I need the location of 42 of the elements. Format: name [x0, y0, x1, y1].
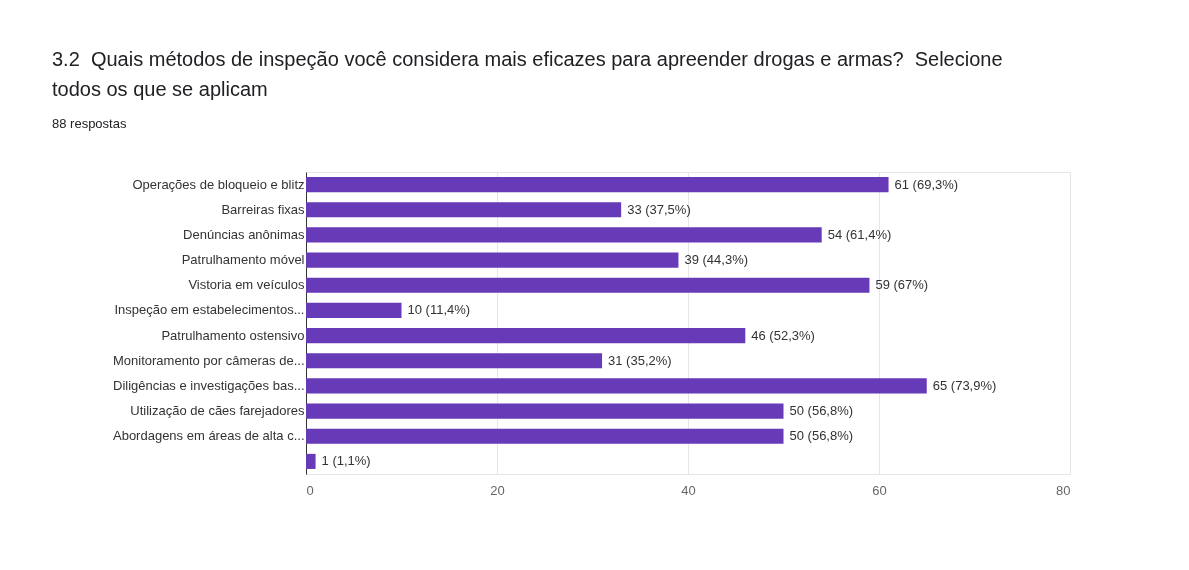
- y-tick-label: Abordagens em áreas de alta c...: [112, 428, 305, 444]
- chart-title: 3.2 Quais métodos de inspeção você considera mais eficazes para apreender drogas e armas? Selecione todos os que se aplicam: [52, 47, 1004, 102]
- x-tick-label: 0: [306, 482, 314, 498]
- bar: [306, 428, 784, 444]
- data-label: 39 (44,3%): [684, 252, 749, 268]
- bar: [306, 252, 679, 268]
- y-tick-label: Patrulhamento ostensivo: [161, 327, 305, 343]
- data-label: 65 (73,9%): [932, 377, 997, 393]
- x-tick-label: 80: [1056, 482, 1071, 498]
- bar: [306, 202, 622, 218]
- data-label: 50 (56,8%): [789, 403, 854, 419]
- bar: [306, 302, 402, 318]
- data-label: 10 (11,4%): [407, 302, 471, 318]
- bar: [306, 378, 927, 394]
- bar: [306, 177, 889, 193]
- data-label: 46 (52,3%): [751, 327, 815, 343]
- bar: [306, 328, 746, 344]
- data-label: 1 (1,1%): [321, 453, 371, 469]
- x-tick-label: 20: [490, 482, 505, 498]
- text: 88 respostas: [52, 116, 127, 131]
- x-tick-label: 60: [872, 482, 887, 498]
- y-tick-label: Diligências e investigações bas...: [113, 377, 305, 393]
- y-tick-label: Vistoria em veículos: [188, 277, 305, 293]
- bar: [306, 353, 603, 369]
- data-label: 54 (61,4%): [827, 226, 892, 242]
- data-label: 61 (69,3%): [894, 176, 959, 192]
- y-tick-label: Patrulhamento móvel: [181, 252, 305, 268]
- data-label: 59 (67%): [875, 277, 929, 293]
- y-tick-label: Utilização de cães farejadores: [130, 403, 305, 419]
- y-tick-label: Operações de bloqueio e blitz: [132, 176, 305, 192]
- bar: [306, 277, 870, 293]
- data-label: 31 (35,2%): [608, 352, 672, 368]
- bar: [306, 453, 316, 469]
- x-tick-label: 40: [681, 482, 696, 498]
- y-tick-label: Denúncias anônimas: [183, 226, 305, 242]
- y-tick-label: Barreiras fixas: [221, 201, 305, 217]
- y-tick-label: Monitoramento por câmeras de...: [113, 352, 305, 368]
- data-label: 33 (37,5%): [627, 201, 691, 217]
- bar: [306, 403, 784, 419]
- data-label: 50 (56,8%): [789, 428, 854, 444]
- y-tick-label: Inspeção em estabelecimentos...: [114, 302, 305, 318]
- bar: [306, 227, 822, 243]
